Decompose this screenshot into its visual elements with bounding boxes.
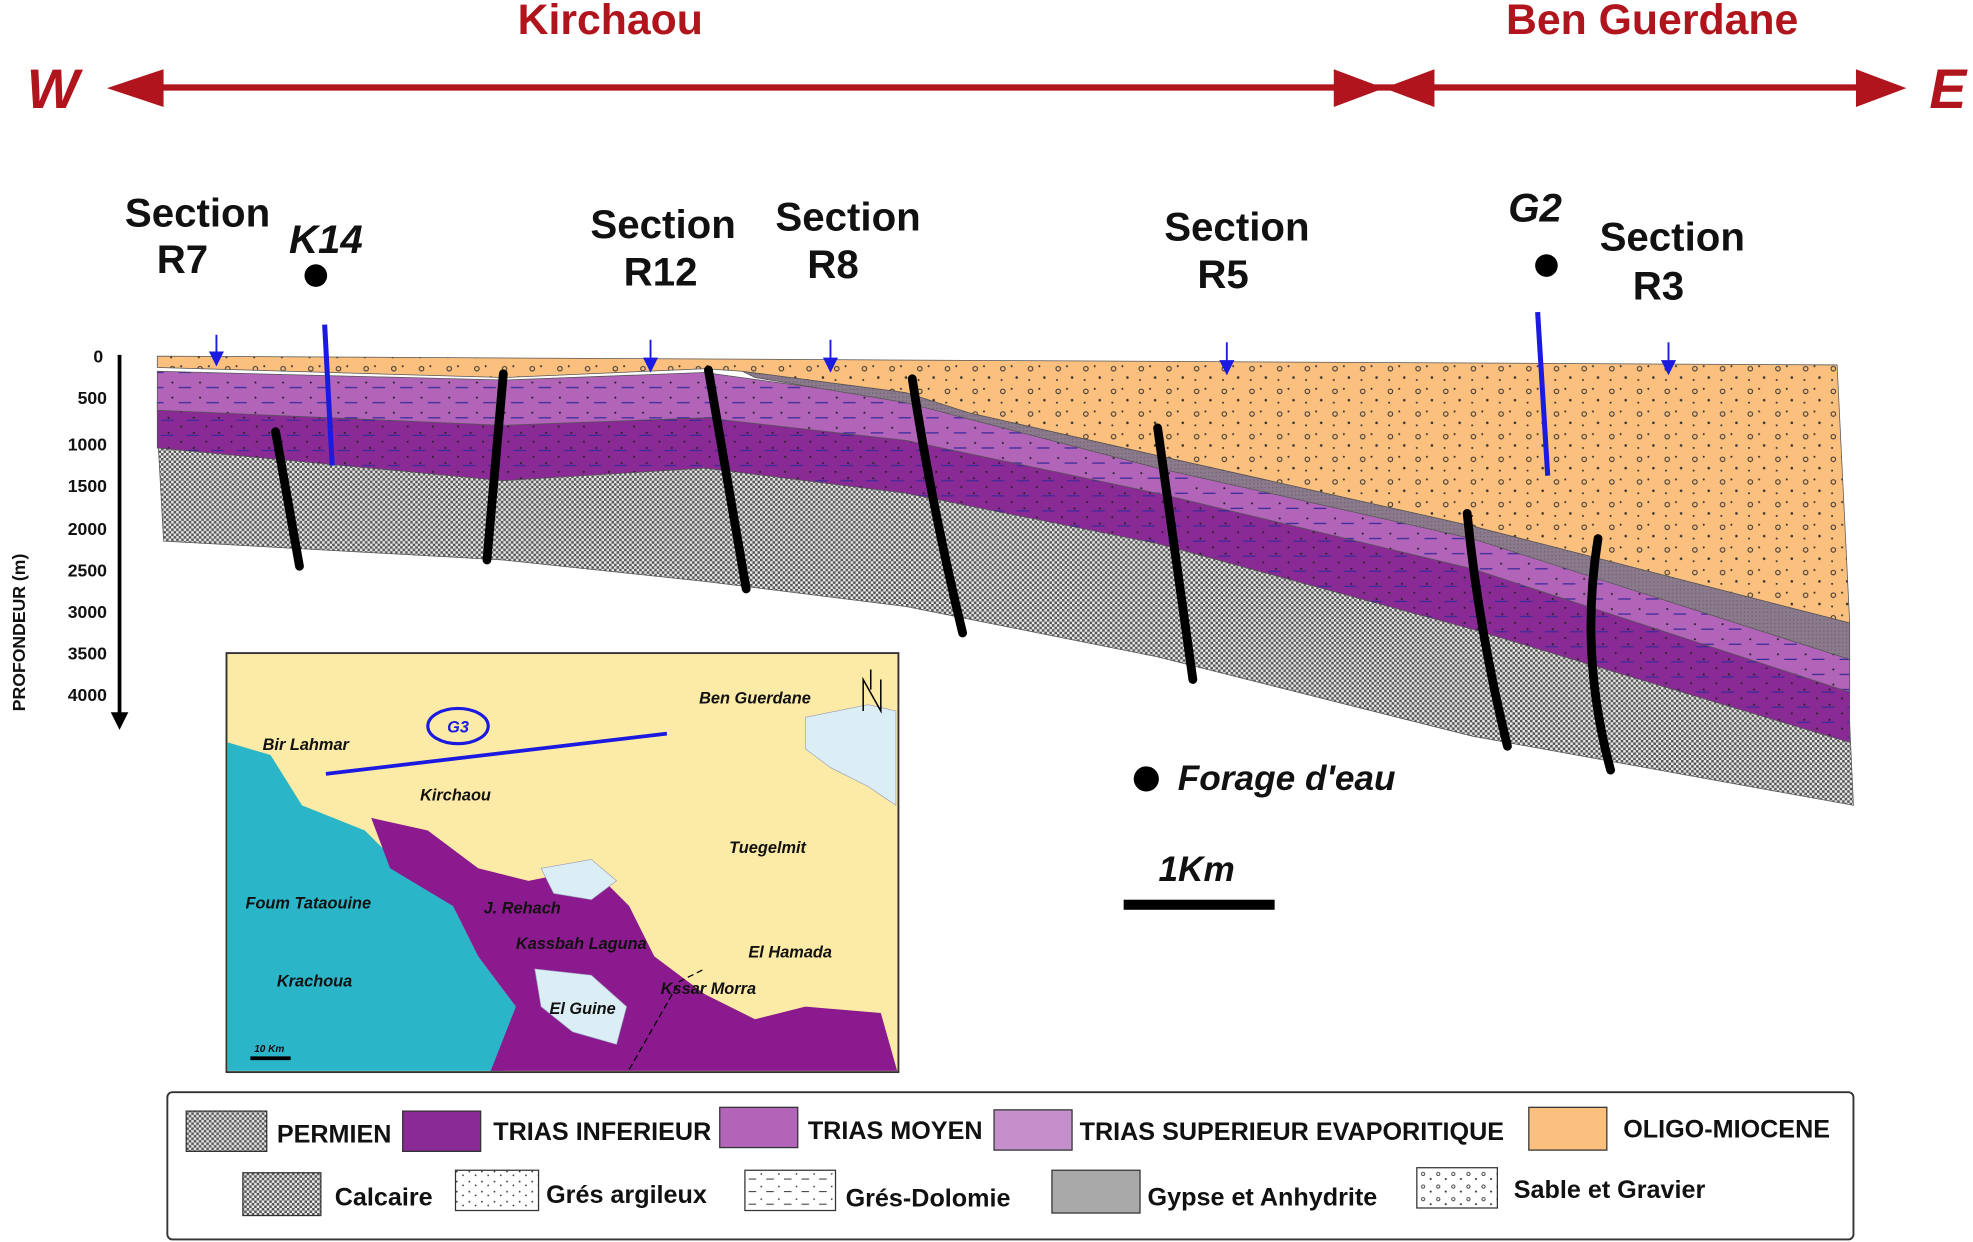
map-place: Krachoua — [277, 973, 352, 991]
region-label: Ben Guerdane — [1506, 0, 1798, 44]
tick-label: 2000 — [68, 519, 107, 539]
well-label: G2 — [1508, 185, 1562, 230]
section-label: R5 — [1197, 252, 1248, 297]
well-key: Forage d'eau — [1178, 759, 1396, 798]
tick-label: 3000 — [68, 602, 107, 622]
well-key-dot — [1133, 766, 1159, 792]
map-place: J. Rehach — [484, 900, 561, 918]
region-label: Kirchaou — [518, 0, 703, 44]
depth-axis-arrow — [110, 712, 129, 730]
well-dot — [1535, 254, 1558, 277]
map-place: Kassbah Laguna — [516, 935, 647, 953]
map-place: El Guine — [549, 1000, 615, 1018]
scale-label: 1Km — [1158, 850, 1234, 889]
direction-arrow — [106, 69, 1907, 107]
tick-label: 1000 — [68, 435, 107, 455]
map-place: Ben Guerdane — [699, 689, 811, 707]
legend-label: Gypse et Anhydrite — [1148, 1183, 1378, 1211]
section-label: Section — [1164, 204, 1309, 249]
section-arrows — [208, 334, 1677, 376]
tick-label: 500 — [78, 388, 108, 408]
section-label: R12 — [624, 250, 698, 295]
legend-label: TRIAS SUPERIEUR EVAPORITIQUE — [1080, 1118, 1504, 1146]
map-place: Kssar Morra — [661, 980, 756, 998]
axis-title: PROFONDEUR (m) — [9, 554, 29, 712]
legend-label: Calcaire — [335, 1183, 433, 1211]
legend-label: OLIGO-MIOCENE — [1623, 1116, 1830, 1144]
direction-label: W — [27, 58, 84, 120]
section-label: Section — [775, 194, 920, 239]
well-dot — [304, 264, 328, 287]
map-scale: 10 Km — [254, 1044, 284, 1055]
section-label: Section — [1600, 214, 1745, 259]
legend-label: TRIAS INFERIEUR — [493, 1118, 711, 1146]
depth-ticks: 0 500 1000 1500 2000 2500 3000 3500 4000 — [68, 346, 107, 704]
legend-label: Grés-Dolomie — [846, 1185, 1011, 1213]
faults — [271, 365, 1616, 775]
map-place: Kirchaou — [420, 786, 491, 804]
section-label: R7 — [157, 237, 208, 282]
legend: PERMIEN TRIAS INFERIEUR TRIAS MOYEN TRIA… — [166, 1091, 1855, 1241]
legend-label: TRIAS MOYEN — [808, 1117, 983, 1145]
map-place: Bir Lahmar — [263, 736, 351, 754]
legend-label: Sable et Gravier — [1514, 1176, 1706, 1204]
legend-label: Grés argileux — [546, 1181, 707, 1209]
inset-map: G3 Ben Guerdane Bir Lahmar Kirchaou Tueg… — [225, 652, 900, 1074]
tick-label: 0 — [93, 346, 103, 366]
well-label: K14 — [289, 217, 363, 262]
section-label: Section — [590, 202, 735, 247]
tick-label: 1500 — [68, 476, 107, 496]
tick-label: 2500 — [68, 560, 107, 580]
map-place: Foum Tataouine — [245, 895, 371, 913]
boreholes — [322, 311, 1551, 476]
section-label: Section — [125, 191, 270, 236]
map-well: G3 — [447, 718, 469, 736]
tick-label: 3500 — [68, 643, 107, 663]
section-label: R8 — [807, 242, 858, 287]
map-place: Tuegelmit — [729, 839, 806, 857]
legend-label: PERMIEN — [277, 1121, 392, 1149]
map-place: El Hamada — [748, 944, 832, 962]
direction-label: E — [1929, 58, 1968, 120]
scale-bar — [1123, 899, 1275, 910]
tick-label: 4000 — [68, 685, 107, 705]
section-label: R3 — [1633, 264, 1684, 309]
